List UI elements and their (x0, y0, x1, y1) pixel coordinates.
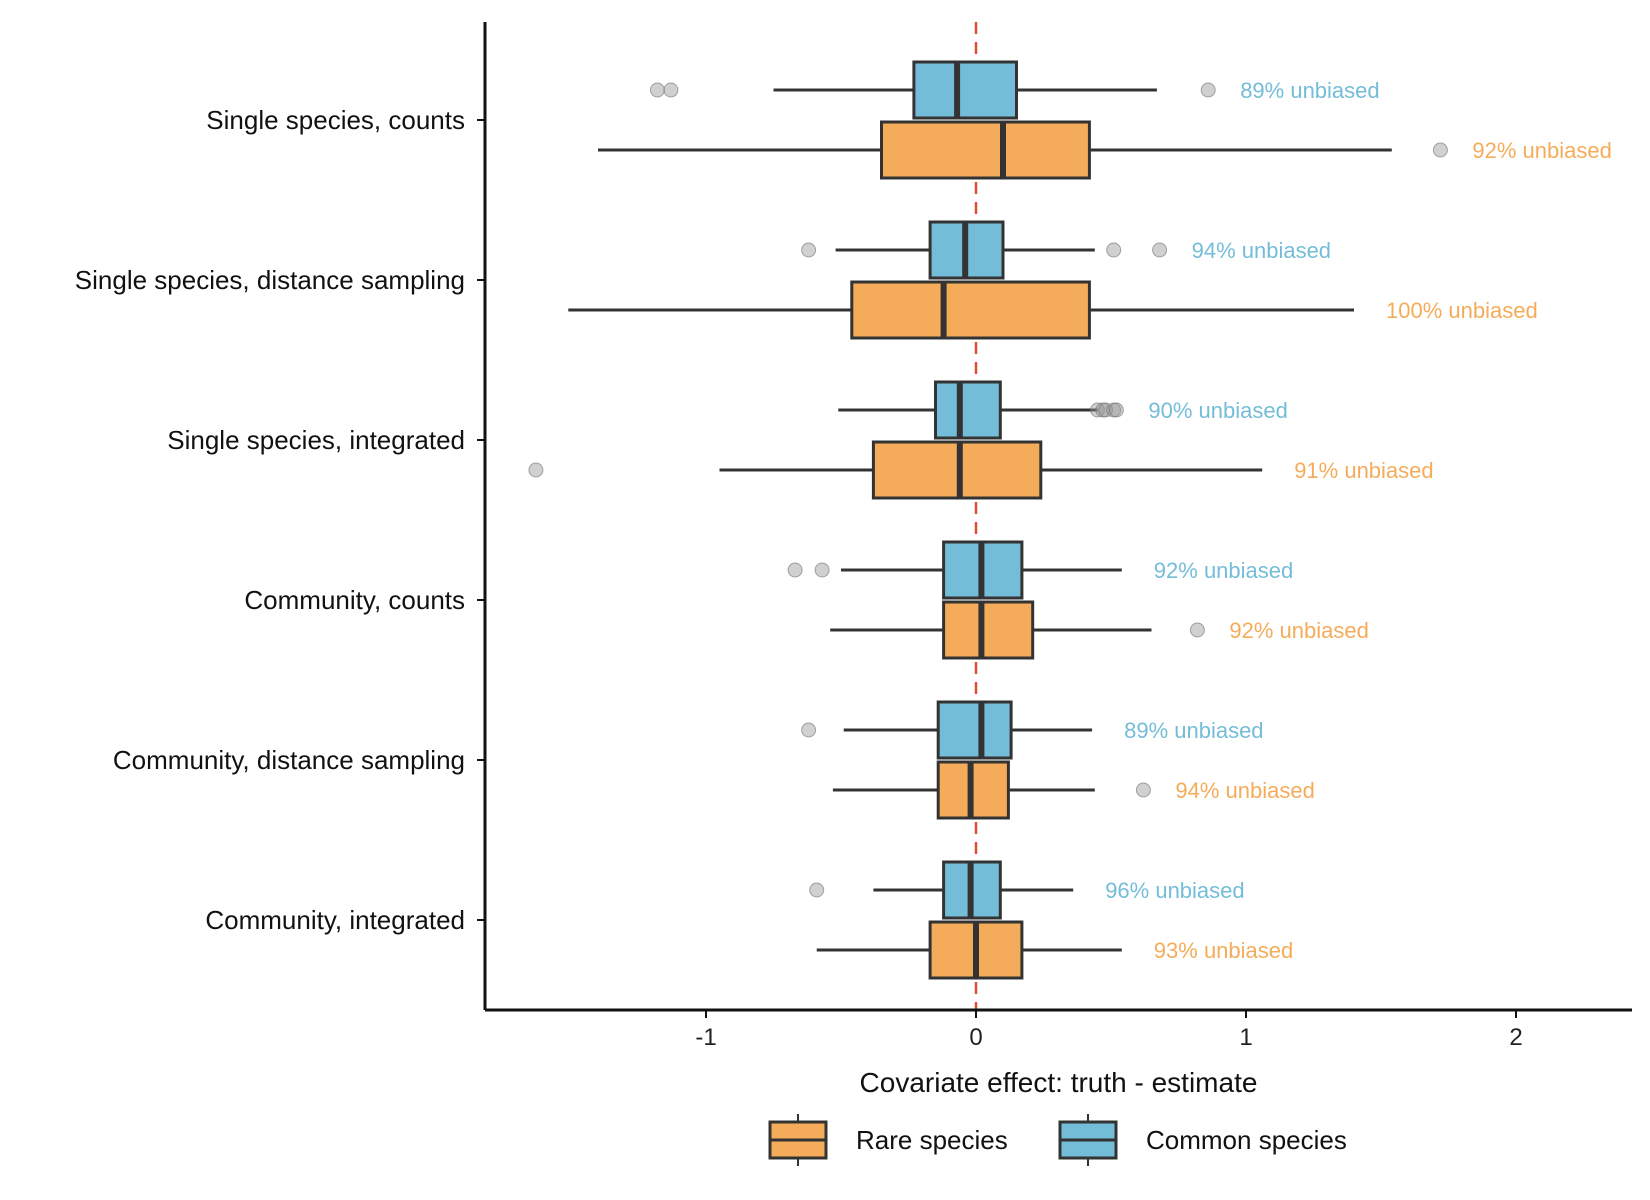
common-outlier-point (787, 562, 803, 578)
x-tick-label: 0 (969, 1024, 982, 1051)
common-outlier-point (1090, 402, 1105, 418)
common-unbiased-label: 89% unbiased (1124, 718, 1263, 743)
rare-unbiased-label: 91% unbiased (1294, 458, 1433, 483)
rare-box (880, 120, 1091, 180)
common-outlier-point (663, 82, 679, 98)
common-unbiased-label: 89% unbiased (1240, 78, 1379, 103)
common-outlier-point (649, 82, 665, 98)
rare-box (850, 280, 1091, 340)
x-axis-title: Covariate effect: truth - estimate (860, 1067, 1258, 1098)
common-outlier-point (809, 882, 825, 898)
rare-unbiased-label: 93% unbiased (1154, 938, 1293, 963)
x-tick-label: 2 (1509, 1024, 1522, 1051)
rare-box (942, 600, 1035, 660)
common-outlier-point (801, 242, 817, 258)
common-box (936, 700, 1013, 760)
common-outlier-point (801, 722, 817, 738)
y-axis-labels: Single species, counts Single species, di… (75, 105, 485, 935)
x-axis-ticks: -1 0 1 2 (695, 1010, 1523, 1051)
rare-outlier-point (1135, 782, 1151, 798)
common-outlier-point (1152, 242, 1168, 258)
common-unbiased-label: 94% unbiased (1192, 238, 1331, 263)
plot-area: 89% unbiased 94% unbiased 90% unbiased 92% … (528, 22, 1612, 1010)
rare-unbiased-label: 100% unbiased (1386, 298, 1538, 323)
common-box (934, 380, 1002, 440)
x-tick-label: 1 (1239, 1024, 1252, 1051)
x-tick-label: -1 (695, 1024, 716, 1051)
rare-outlier-point (528, 462, 544, 478)
common-unbiased-label: 90% unbiased (1148, 398, 1287, 423)
common-outlier-point (1106, 242, 1122, 258)
legend: Rare species Common species (768, 1114, 1347, 1166)
legend-label-common: Common species (1146, 1125, 1347, 1155)
common-outlier-point (1108, 402, 1124, 418)
common-box (912, 60, 1019, 120)
y-tick-label: Single species, distance sampling (75, 265, 465, 295)
common-outlier-point (1098, 402, 1114, 418)
axes (483, 22, 1632, 1012)
y-tick-label: Single species, integrated (167, 425, 465, 455)
y-tick-label: Community, counts (244, 585, 465, 615)
common-unbiased-label: 96% unbiased (1105, 878, 1244, 903)
legend-label-rare: Rare species (856, 1125, 1008, 1155)
rare-outlier-point (1432, 142, 1448, 158)
common-outlier-point (814, 562, 830, 578)
y-tick-label: Single species, counts (206, 105, 465, 135)
y-tick-label: Community, distance sampling (113, 745, 465, 775)
rare-unbiased-label: 92% unbiased (1472, 138, 1611, 163)
rare-outlier-point (1189, 622, 1205, 638)
common-outlier-point (1200, 82, 1216, 98)
rare-unbiased-label: 92% unbiased (1229, 618, 1368, 643)
y-tick-label: Community, integrated (205, 905, 465, 935)
rare-unbiased-label: 94% unbiased (1175, 778, 1314, 803)
common-unbiased-label: 92% unbiased (1154, 558, 1293, 583)
